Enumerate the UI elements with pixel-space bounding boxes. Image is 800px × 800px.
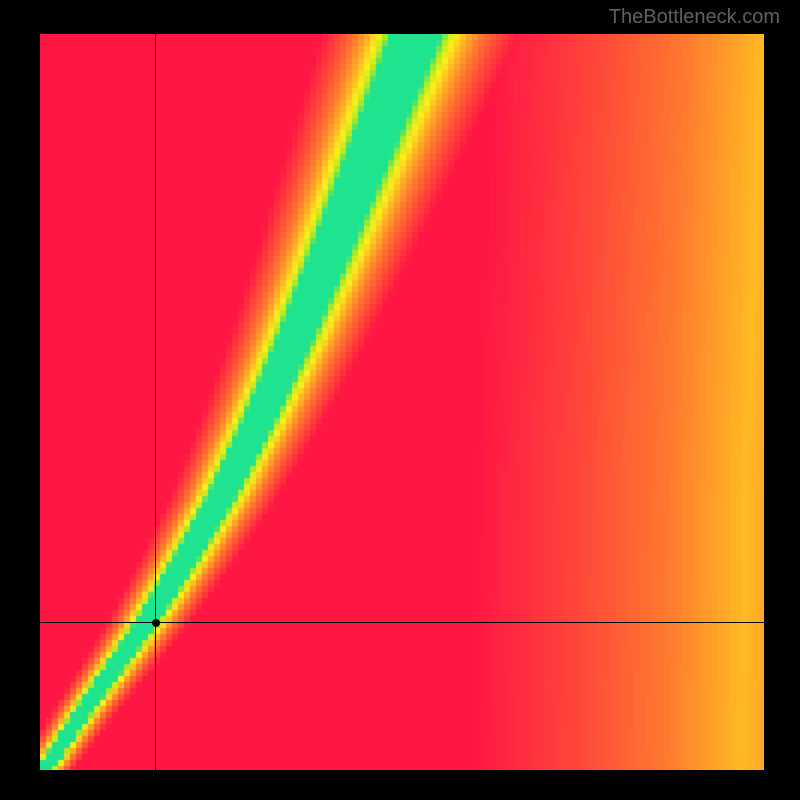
plot-area <box>40 34 764 770</box>
crosshair-horizontal <box>40 622 764 623</box>
watermark-text: TheBottleneck.com <box>609 6 780 29</box>
crosshair-vertical <box>155 34 156 770</box>
crosshair-marker <box>152 619 160 627</box>
heatmap-canvas <box>40 34 764 770</box>
